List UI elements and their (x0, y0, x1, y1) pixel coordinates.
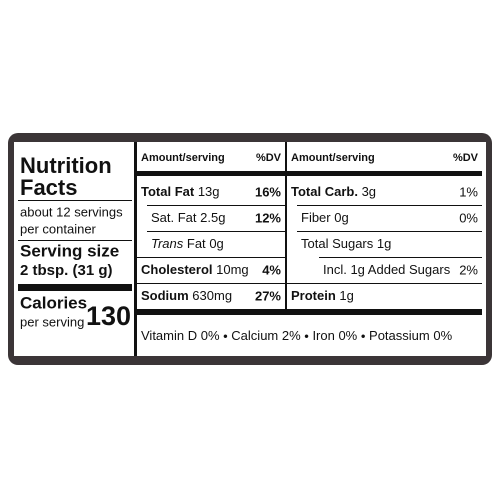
divider (285, 142, 287, 314)
daily-value: 2% (459, 262, 478, 277)
calories: 130 (86, 301, 131, 331)
rule (287, 283, 482, 284)
column-header: %DV (453, 152, 479, 164)
nutrient-row: Total Sugars 1g (301, 236, 391, 251)
rule (137, 309, 482, 315)
nutrient-name: Incl. 1g Added Sugars (323, 262, 451, 277)
calories-label: Calories (20, 293, 87, 312)
nutrient-amount: 0g (334, 210, 348, 225)
rule (297, 205, 482, 206)
divider (134, 142, 137, 356)
nutrient-row: Trans Fat 0g (151, 236, 224, 251)
daily-value: 4% (262, 262, 281, 277)
vitamin: Calcium 2% (231, 328, 301, 343)
vitamin: Vitamin D 0% (141, 328, 220, 343)
rule (18, 200, 132, 201)
nutrient-row: Total Fat 13g (141, 184, 220, 199)
nutrient-name: Fat (187, 236, 206, 251)
column-header: %DV (256, 152, 282, 164)
nutrient-row: Fiber 0g (301, 210, 349, 225)
nutrient-row: Cholesterol 10mg (141, 262, 249, 277)
nutrient-amount: 3g (362, 184, 376, 199)
vitamins: Vitamin D 0% • Calcium 2% • Iron 0% • Po… (141, 328, 453, 343)
title: Nutrition (20, 153, 112, 178)
nutrient-row: Sodium 630mg (141, 288, 232, 303)
nutrient-name: Total Carb. (291, 184, 358, 199)
rule (18, 240, 132, 241)
nutrient-amount: 1g (377, 236, 391, 251)
nutrient-name: Total Fat (141, 184, 195, 199)
serving-size: 2 tbsp. (31 g) (20, 262, 113, 279)
rule (147, 205, 285, 206)
daily-value: 27% (255, 288, 281, 303)
daily-value: 16% (255, 184, 281, 199)
rule (137, 283, 285, 284)
nutrient-name: Cholesterol (141, 262, 213, 277)
rule (319, 257, 482, 258)
nutrient-name: Total Sugars (301, 236, 374, 251)
column-header: Amount/serving (291, 152, 375, 164)
nutrient-amount: 0g (209, 236, 223, 251)
title: Facts (20, 175, 77, 200)
nutrient-name: Sat. Fat (151, 210, 197, 225)
rule (297, 231, 482, 232)
calories-sub: per serving (20, 314, 84, 329)
rule (137, 171, 482, 176)
nutrient-amount: 13g (198, 184, 220, 199)
column-header: Amount/serving (141, 152, 225, 164)
nutrient-row: Total Carb. 3g (291, 184, 376, 199)
nutrient-row: Incl. 1g Added Sugars (323, 262, 451, 277)
servings: per container (20, 221, 97, 236)
rule (147, 231, 285, 232)
serving-size-label: Serving size (20, 241, 119, 260)
daily-value: 1% (459, 184, 478, 199)
daily-value: 12% (255, 210, 281, 225)
panel (14, 142, 486, 356)
nutrient-amount: 1g (339, 288, 353, 303)
nutrient-row: Protein 1g (291, 288, 354, 303)
vitamin: Potassium 0% (369, 328, 453, 343)
nutrient-name: Fiber (301, 210, 331, 225)
daily-value: 0% (459, 210, 478, 225)
nutrient-amount: 10mg (216, 262, 249, 277)
vitamin: Iron 0% (312, 328, 357, 343)
rule (18, 284, 132, 291)
nutrient-amount: 2.5g (200, 210, 225, 225)
servings: about 12 servings (20, 204, 123, 219)
nutrient-amount: 630mg (192, 288, 232, 303)
nutrient-name: Protein (291, 288, 336, 303)
rule (137, 257, 285, 258)
nutrient-name: Trans (151, 236, 184, 251)
nutrient-name: Sodium (141, 288, 189, 303)
nutrient-row: Sat. Fat 2.5g (151, 210, 225, 225)
